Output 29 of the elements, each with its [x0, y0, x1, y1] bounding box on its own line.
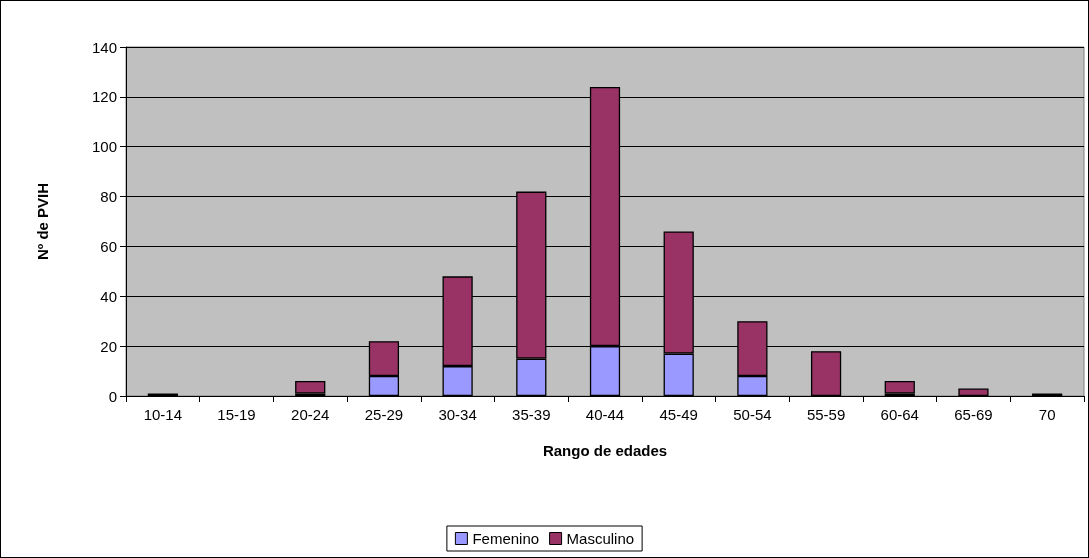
x-tick-label: 65-69	[954, 406, 993, 423]
x-tick-label: 30-34	[438, 406, 477, 423]
legend-label: Femenino	[472, 530, 540, 547]
x-tick-label: 45-49	[659, 406, 698, 423]
x-tick-label: 60-64	[880, 406, 919, 423]
y-tick-label: 0	[108, 387, 117, 405]
y-tick-label: 120	[91, 88, 117, 106]
x-tick-label: 20-24	[291, 406, 330, 423]
x-axis-title: Rango de edades	[542, 442, 668, 459]
y-axis-title: Nº de PVIH	[34, 182, 51, 261]
x-tick-label: 70	[1038, 406, 1056, 423]
bar	[810, 351, 842, 396]
x-tick-label: 55-59	[806, 406, 846, 423]
y-tick-label: 60	[100, 237, 117, 255]
x-tick-label: 25-29	[364, 406, 404, 423]
y-tick-label: 40	[100, 287, 117, 305]
y-tick-label: 100	[91, 138, 117, 156]
y-tick-label: 140	[91, 38, 117, 56]
x-tick-label: 35-39	[512, 406, 551, 423]
x-tick-label: 40-44	[585, 406, 625, 423]
x-tick-label: 15-19	[217, 406, 256, 423]
x-tick-label: 10-14	[143, 406, 183, 423]
legend-label: Masculino	[566, 530, 635, 547]
x-tick-label: 50-54	[733, 406, 772, 423]
y-tick-label: 80	[100, 188, 117, 206]
bar	[295, 381, 326, 394]
bar	[884, 381, 915, 394]
y-tick-label: 20	[100, 337, 117, 355]
bar	[958, 388, 989, 396]
